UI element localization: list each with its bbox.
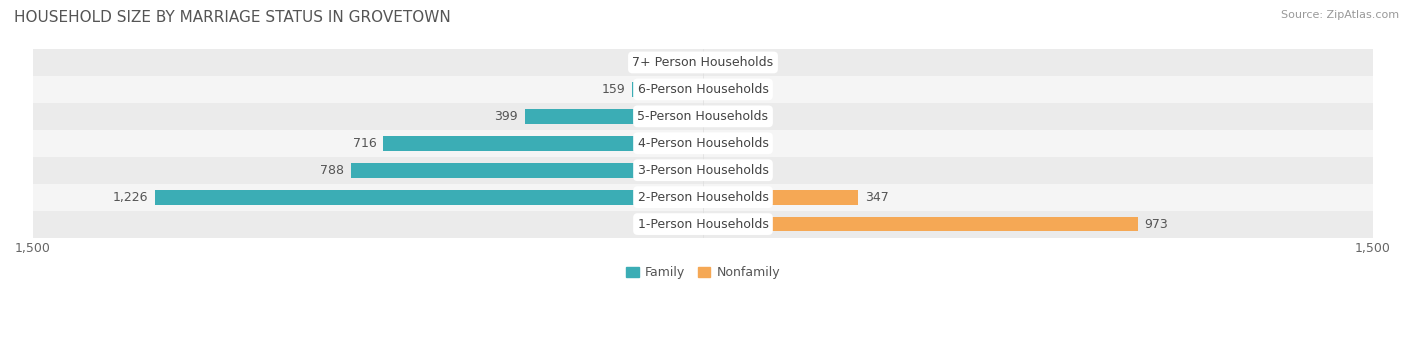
Text: HOUSEHOLD SIZE BY MARRIAGE STATUS IN GROVETOWN: HOUSEHOLD SIZE BY MARRIAGE STATUS IN GRO… bbox=[14, 10, 451, 25]
Text: 347: 347 bbox=[865, 191, 889, 204]
Bar bbox=[352, 163, 703, 177]
Bar bbox=[703, 136, 709, 151]
Text: 7+ Person Households: 7+ Person Households bbox=[633, 56, 773, 69]
Text: Source: ZipAtlas.com: Source: ZipAtlas.com bbox=[1281, 10, 1399, 20]
Text: 5-Person Households: 5-Person Households bbox=[637, 110, 769, 123]
Text: 0: 0 bbox=[710, 83, 717, 96]
Bar bbox=[32, 157, 1374, 184]
Text: 1-Person Households: 1-Person Households bbox=[637, 218, 769, 231]
Bar bbox=[384, 136, 703, 151]
Bar bbox=[703, 163, 724, 177]
Text: 1,226: 1,226 bbox=[112, 191, 149, 204]
Text: 14: 14 bbox=[716, 137, 731, 150]
Text: 0: 0 bbox=[689, 218, 696, 231]
Bar bbox=[703, 217, 1137, 232]
Text: 4-Person Households: 4-Person Households bbox=[637, 137, 769, 150]
Bar bbox=[703, 190, 858, 205]
Bar bbox=[32, 184, 1374, 210]
Bar bbox=[32, 103, 1374, 130]
Bar bbox=[32, 210, 1374, 238]
Text: 48: 48 bbox=[731, 164, 747, 177]
Bar bbox=[524, 109, 703, 124]
Bar bbox=[155, 190, 703, 205]
Text: 716: 716 bbox=[353, 137, 377, 150]
Bar bbox=[32, 130, 1374, 157]
Text: 0: 0 bbox=[710, 110, 717, 123]
Bar bbox=[631, 82, 703, 97]
Text: 0: 0 bbox=[710, 56, 717, 69]
Text: 0: 0 bbox=[689, 56, 696, 69]
Legend: Family, Nonfamily: Family, Nonfamily bbox=[621, 261, 785, 284]
Text: 3-Person Households: 3-Person Households bbox=[637, 164, 769, 177]
Text: 973: 973 bbox=[1144, 218, 1168, 231]
Bar bbox=[32, 76, 1374, 103]
Text: 399: 399 bbox=[495, 110, 517, 123]
Text: 159: 159 bbox=[602, 83, 626, 96]
Text: 788: 788 bbox=[321, 164, 344, 177]
Bar bbox=[32, 49, 1374, 76]
Text: 2-Person Households: 2-Person Households bbox=[637, 191, 769, 204]
Text: 6-Person Households: 6-Person Households bbox=[637, 83, 769, 96]
